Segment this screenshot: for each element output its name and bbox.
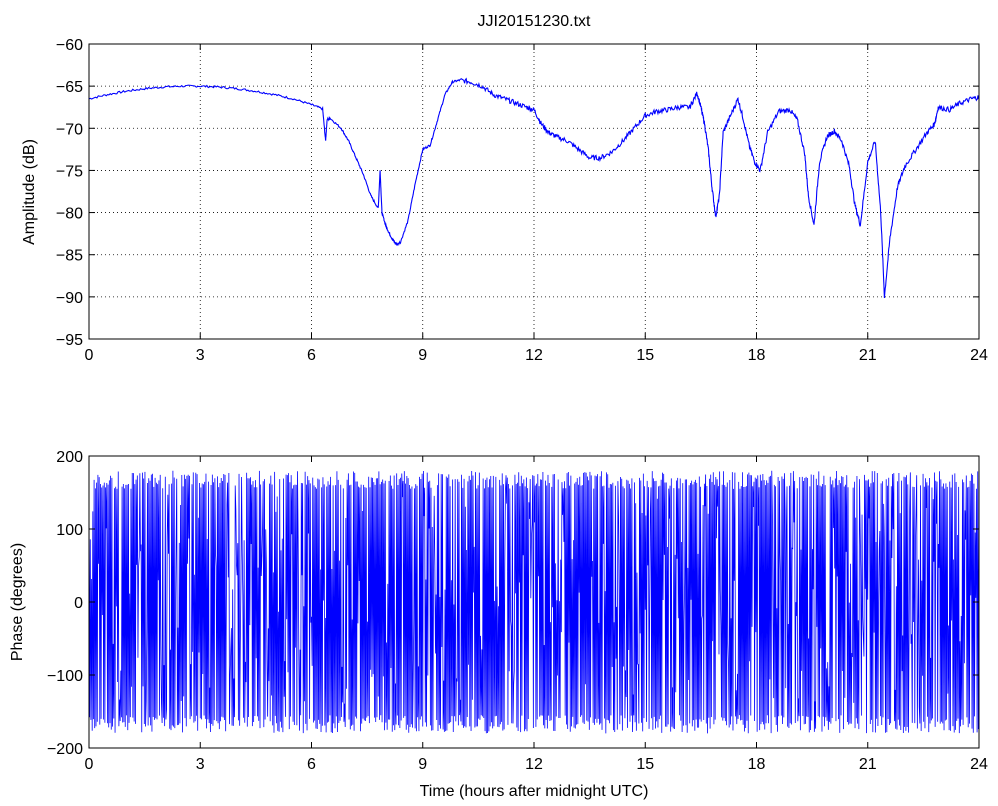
phase-series (88, 470, 980, 734)
y-tick-label: −95 (56, 332, 83, 349)
amplitude-series (88, 77, 980, 299)
phase-line (88, 470, 980, 734)
x-tick-label: 24 (970, 756, 988, 773)
amplitude-y-ticks: −95 −90 −85 −80 −75 −70 −65 −60 (56, 37, 979, 349)
y-tick-label: −65 (56, 79, 83, 96)
phase-y-ticks: −200 −100 0 100 200 (47, 449, 979, 758)
x-tick-label: 15 (636, 347, 654, 364)
amplitude-plot-area (89, 44, 979, 339)
x-tick-label: 12 (525, 756, 543, 773)
y-tick-label: −70 (56, 121, 83, 138)
x-tick-label: 21 (859, 347, 877, 364)
y-tick-label: −100 (47, 668, 83, 685)
x-tick-label: 0 (85, 347, 94, 364)
y-tick-label: −75 (56, 163, 83, 180)
x-tick-label: 18 (748, 756, 766, 773)
y-tick-label: −60 (56, 37, 83, 54)
amplitude-chart: 0 3 6 9 12 15 18 21 24 −95−90−85−80−75−70−65−60 … (21, 37, 988, 364)
y-tick-label: −80 (56, 206, 83, 223)
y-tick-label: 0 (74, 595, 83, 612)
phase-y-label: Phase (degrees) (9, 543, 26, 661)
amplitude-grid (89, 44, 979, 339)
y-tick-label: 100 (56, 522, 83, 539)
amplitude-y-label: Amplitude (dB) (21, 139, 38, 245)
x-tick-label: 9 (418, 756, 427, 773)
amplitude-line (88, 77, 980, 299)
amplitude-x-ticks: 0 3 6 9 12 15 18 21 24 (85, 44, 988, 364)
x-tick-label: 15 (636, 756, 654, 773)
x-tick-label: 0 (85, 756, 94, 773)
x-tick-label: 6 (307, 756, 316, 773)
x-tick-label: 9 (418, 347, 427, 364)
y-tick-label: 200 (56, 449, 83, 466)
x-tick-label: 21 (859, 756, 877, 773)
y-tick-label: −200 (47, 741, 83, 758)
x-tick-label: 18 (748, 347, 766, 364)
x-tick-label: 3 (196, 756, 205, 773)
phase-chart: 0 3 6 9 12 15 18 21 24 −200 −100 0 100 200 Phase (de… (9, 449, 988, 800)
x-tick-label: 3 (196, 347, 205, 364)
x-tick-label: 12 (525, 347, 543, 364)
y-tick-label: −90 (56, 290, 83, 307)
x-tick-label: 24 (970, 347, 988, 364)
x-tick-label: 6 (307, 347, 316, 364)
phase-x-ticks: 0 3 6 9 12 15 18 21 24 (85, 456, 988, 773)
y-tick-label: −85 (56, 248, 83, 265)
figure-title: JJI20151230.txt (478, 13, 592, 30)
phase-x-label: Time (hours after midnight UTC) (420, 783, 649, 800)
